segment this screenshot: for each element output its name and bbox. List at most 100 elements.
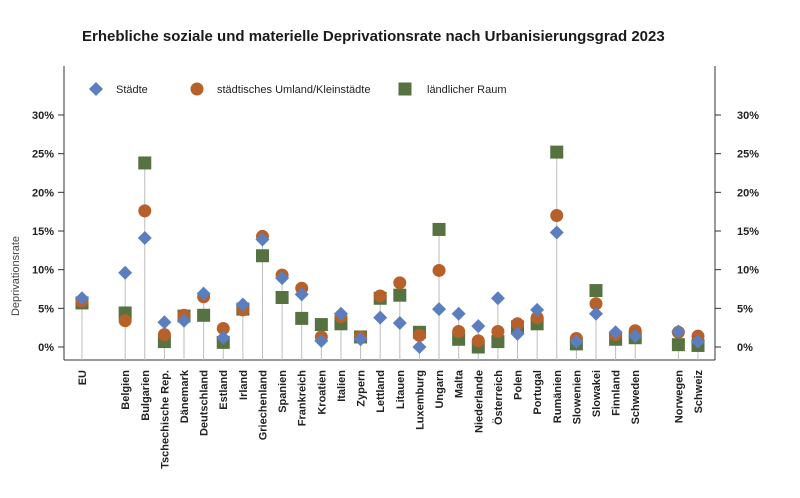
data-point-diamond <box>118 265 133 280</box>
data-point-diamond <box>216 330 231 345</box>
data-point-diamond <box>608 325 623 340</box>
data-point-circle <box>373 289 387 303</box>
data-point-circle <box>216 321 230 335</box>
data-point-diamond <box>392 316 407 331</box>
x-category-label: Frankreich <box>297 370 309 427</box>
data-point-diamond <box>451 306 466 321</box>
x-category-label: Portugal <box>532 370 544 415</box>
data-point-circle <box>138 204 152 218</box>
y-tick-label-right: 25% <box>737 149 759 161</box>
data-point-diamond <box>569 334 584 349</box>
x-category-label: Spanien <box>277 370 289 413</box>
legend-label: städtisches Umland/Kleinstädte <box>217 84 370 96</box>
x-category-label: Slowenien <box>571 370 583 425</box>
data-point-diamond <box>490 291 505 306</box>
data-point-diamond <box>275 271 290 286</box>
data-point-square <box>197 308 211 322</box>
data-point-diamond <box>75 291 89 306</box>
data-point-circle <box>530 311 544 325</box>
x-category-label: Finnland <box>611 370 623 416</box>
x-category-label: Zypern <box>356 370 368 407</box>
x-category-label: Niederlande <box>473 370 485 433</box>
data-point-circle <box>550 209 564 223</box>
x-category-label: Deutschland <box>199 370 211 436</box>
data-point-diamond <box>549 225 564 240</box>
data-point-diamond <box>196 286 211 301</box>
x-category-label: Litauen <box>395 370 407 409</box>
data-point-diamond <box>314 333 329 348</box>
x-category-label: Polen <box>513 370 525 400</box>
data-point-diamond <box>373 310 388 325</box>
legend-marker-diamond <box>89 82 103 96</box>
data-point-square <box>671 338 685 352</box>
data-point-diamond <box>177 313 192 328</box>
data-point-circle <box>157 328 171 342</box>
data-point-diamond <box>412 340 427 354</box>
y-tick-label-left: 20% <box>32 187 54 199</box>
data-point-diamond <box>333 306 348 321</box>
legend-marker-square <box>398 82 412 96</box>
data-point-diamond <box>353 332 368 347</box>
data-point-circle <box>471 334 485 348</box>
y-axis-label: Deprivationsrate <box>10 236 22 316</box>
x-category-label: Belgien <box>120 370 132 410</box>
x-category-label: Rumänien <box>552 370 564 423</box>
x-category-label: Griechenland <box>257 370 269 440</box>
x-category-label: Irland <box>238 370 250 400</box>
x-category-label: Malta <box>454 369 466 398</box>
y-tick-label-right: 15% <box>737 226 759 238</box>
data-point-square <box>138 156 152 170</box>
data-point-square <box>432 222 446 236</box>
y-tick-label-left: 0% <box>38 342 54 354</box>
x-category-label: Kroatien <box>316 370 328 415</box>
y-tick-label-right: 10% <box>737 265 759 277</box>
data-point-diamond <box>255 232 270 247</box>
data-point-square <box>295 311 309 325</box>
x-category-label: Luxemburg <box>414 370 426 430</box>
y-tick-label-right: 30% <box>737 110 759 122</box>
data-point-circle <box>452 325 466 339</box>
y-tick-label-left: 5% <box>38 303 54 315</box>
x-category-label: Italien <box>336 370 348 402</box>
data-point-square <box>275 291 289 305</box>
data-point-square <box>491 335 505 349</box>
data-point-diamond <box>294 287 309 302</box>
data-point-square <box>589 284 603 298</box>
legend-marker-circle <box>190 82 204 96</box>
x-category-label: Tschechische Rep. <box>159 370 171 469</box>
data-point-square <box>314 318 328 332</box>
x-category-label: Dänemark <box>179 369 191 423</box>
legend-label: Städte <box>116 84 148 96</box>
x-category-label: Estland <box>218 370 230 410</box>
data-point-diamond <box>432 302 447 317</box>
data-point-square <box>393 288 407 302</box>
data-point-diamond <box>691 334 705 349</box>
data-point-diamond <box>137 230 152 245</box>
y-tick-label-left: 10% <box>32 265 54 277</box>
y-tick-label-left: 25% <box>32 149 54 161</box>
data-point-diamond <box>588 306 603 321</box>
data-point-circle <box>412 328 426 342</box>
data-point-square <box>255 249 269 263</box>
y-tick-label-left: 15% <box>32 226 54 238</box>
data-point-diamond <box>530 302 545 317</box>
x-category-label: Schweiz <box>693 370 705 414</box>
data-point-diamond <box>628 329 643 344</box>
data-point-circle <box>118 314 132 328</box>
x-category-label: Lettland <box>375 370 387 413</box>
legend-label: ländlicher Raum <box>427 84 506 96</box>
data-point-circle <box>511 317 525 331</box>
data-point-circle <box>393 276 407 290</box>
y-tick-label-right: 5% <box>737 303 753 315</box>
data-point-diamond <box>157 315 172 330</box>
x-category-label: Bulgarien <box>140 370 152 421</box>
y-tick-label-right: 0% <box>737 342 753 354</box>
data-point-diamond <box>671 324 686 339</box>
data-point-circle <box>491 325 505 339</box>
x-category-label: Norwegen <box>673 370 685 423</box>
data-point-circle <box>432 263 446 277</box>
y-tick-label-right: 20% <box>737 187 759 199</box>
x-category-label: EU <box>77 370 89 385</box>
chart-title: Erhebliche soziale und materielle Depriv… <box>82 28 665 45</box>
